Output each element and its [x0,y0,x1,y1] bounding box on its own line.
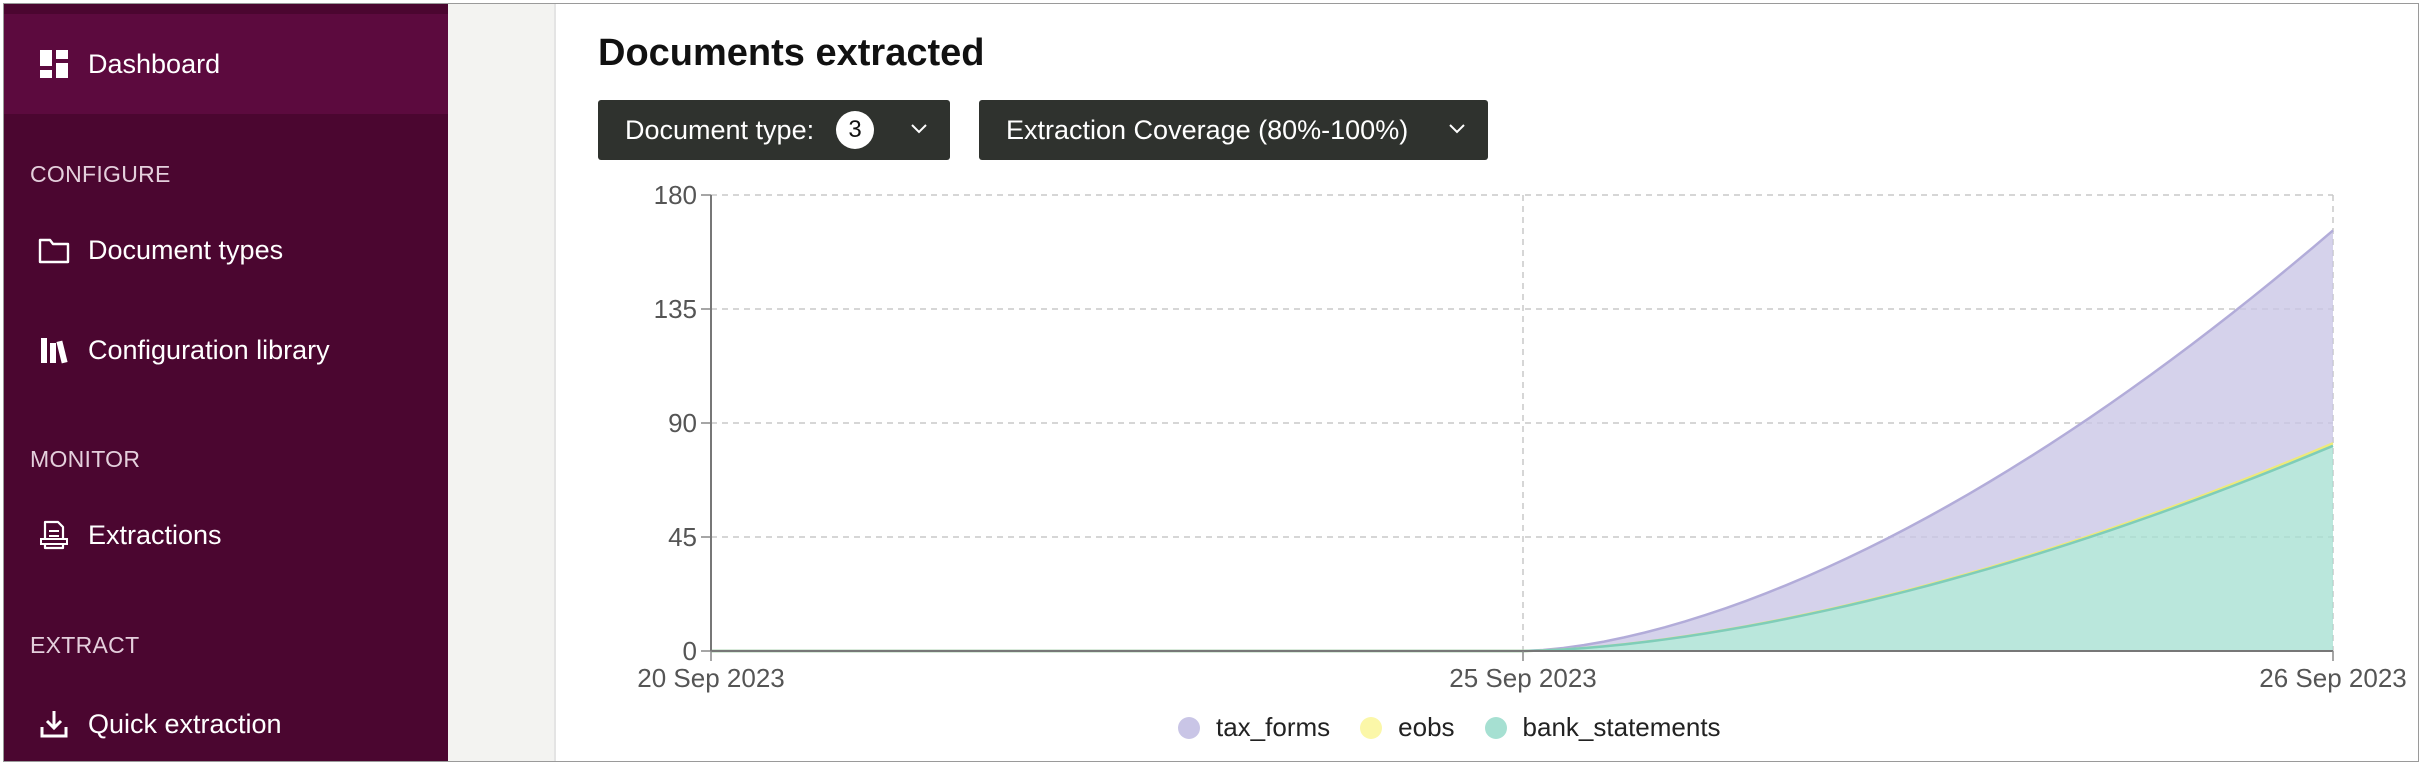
library-icon [36,332,72,368]
section-label-monitor: MONITOR [30,446,141,472]
legend-label: bank_statements [1522,712,1721,742]
sidebar: Dashboard CONFIGURE Document types Confi… [4,4,448,761]
legend-swatch [1360,716,1383,739]
chevron-down-icon [1449,124,1465,134]
sidebar-item-dashboard[interactable]: Dashboard [4,14,448,114]
legend-swatch [1484,716,1507,739]
sidebar-item-configuration-library[interactable]: Configuration library [4,300,448,400]
series-line-tax-forms [711,229,2334,653]
section-label-configure: CONFIGURE [30,161,171,187]
x-tick-label: 20 Sep 2023 [637,663,784,693]
sidebar-item-document-types[interactable]: Document types [4,200,448,300]
folder-icon [36,232,72,268]
filter-label: Document type: [625,114,815,145]
chart-legend: tax_forms eobs bank_statements [1178,712,1751,743]
series-line-eobs [711,442,2334,653]
y-tick-label: 180 [654,180,697,210]
legend-item-eobs[interactable]: eobs [1360,712,1455,743]
series-area-tax-forms [711,230,2333,651]
chevron-down-icon [911,124,927,134]
download-icon [36,706,72,742]
sidebar-item-quick-extraction[interactable]: Quick extraction [4,674,448,761]
count-badge: 3 [836,111,875,149]
app-window: Dashboard CONFIGURE Document types Confi… [3,3,2419,762]
sidebar-item-extractions[interactable]: Extractions [4,485,448,585]
document-type-filter[interactable]: Document type: 3 [598,100,950,160]
page-title: Documents extracted [598,32,985,74]
series-area-bank-statements [711,445,2333,651]
section-label-extract: EXTRACT [30,632,140,658]
sidebar-item-label: Document types [88,234,284,265]
x-tick-label: 25 Sep 2023 [1449,663,1596,693]
content-gutter [448,4,556,761]
legend-swatch [1178,716,1200,739]
legend-label: tax_forms [1216,712,1331,742]
y-tick-label: 0 [683,636,697,666]
sidebar-item-label: Quick extraction [88,708,282,739]
sidebar-item-label: Configuration library [88,334,330,365]
series-area-eobs [711,443,2333,651]
y-tick-label: 90 [668,408,697,438]
legend-label: eobs [1398,712,1455,742]
sidebar-item-label: Dashboard [88,48,221,79]
filter-label: Extraction Coverage (80%-100%) [1006,114,1409,145]
legend-item-tax-forms[interactable]: tax_forms [1178,712,1330,743]
sidebar-item-label: Extractions [88,519,222,550]
x-tick-label: 26 Sep 2023 [2259,663,2406,693]
document-scan-icon [36,517,72,553]
series-line-bank-statements [711,444,2334,653]
y-tick-label: 135 [654,294,697,324]
extraction-coverage-filter[interactable]: Extraction Coverage (80%-100%) [979,100,1488,160]
legend-item-bank-statements[interactable]: bank_statements [1484,712,1721,743]
dashboard-icon [36,46,72,82]
y-tick-label: 45 [668,522,697,552]
